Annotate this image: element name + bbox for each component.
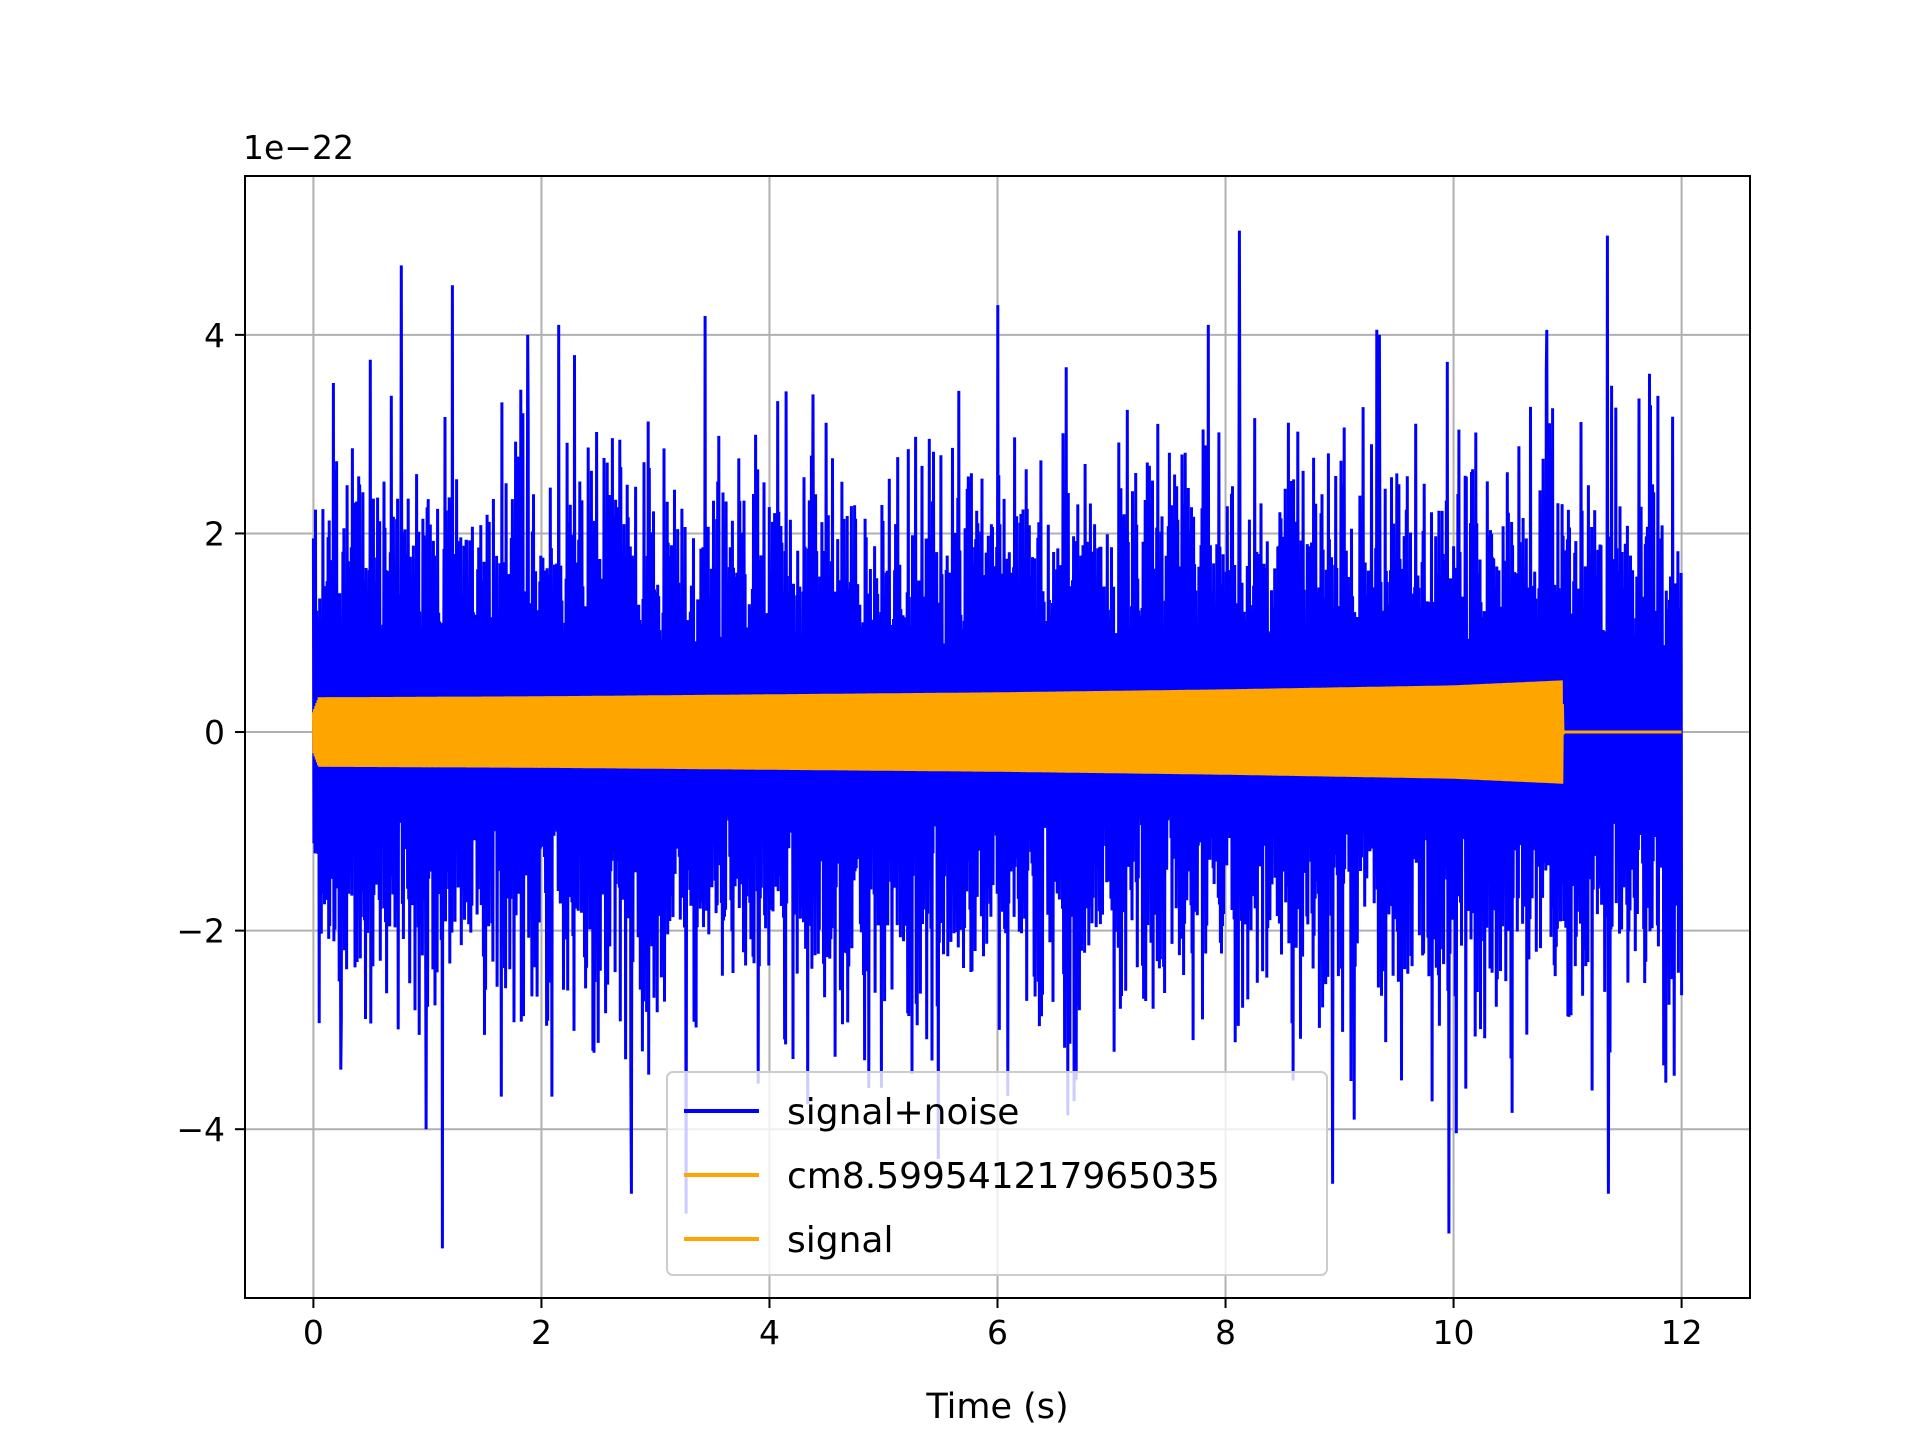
- series-signal: [311, 680, 1682, 784]
- y-tick-label: 4: [204, 316, 225, 355]
- legend: signal+noise cm8.599541217965035 signal: [666, 1071, 1328, 1276]
- legend-label: signal: [787, 1220, 894, 1261]
- y-scale-label: 1e−22: [243, 128, 354, 167]
- x-tick-label: 10: [1433, 1313, 1475, 1352]
- legend-label: cm8.599541217965035: [787, 1156, 1220, 1197]
- series-signal-noise: [311, 230, 1684, 1249]
- x-tick-label: 0: [303, 1313, 324, 1352]
- y-tick-label: 2: [204, 514, 225, 553]
- ticks: 0 2 4 6 8 10 12 −4 −2 0 2 4: [176, 316, 1702, 1352]
- x-axis-label: Time (s): [925, 1387, 1068, 1427]
- legend-box: [666, 1071, 1328, 1276]
- series-layer: [311, 230, 1684, 1249]
- y-tick-label: −4: [176, 1110, 225, 1149]
- x-tick-label: 8: [1215, 1313, 1236, 1352]
- x-tick-label: 4: [759, 1313, 780, 1352]
- x-tick-label: 6: [987, 1313, 1008, 1352]
- legend-label: signal+noise: [787, 1092, 1019, 1133]
- y-tick-label: 0: [204, 713, 225, 752]
- y-tick-label: −2: [176, 912, 225, 951]
- x-tick-label: 2: [531, 1313, 552, 1352]
- x-tick-label: 12: [1661, 1313, 1703, 1352]
